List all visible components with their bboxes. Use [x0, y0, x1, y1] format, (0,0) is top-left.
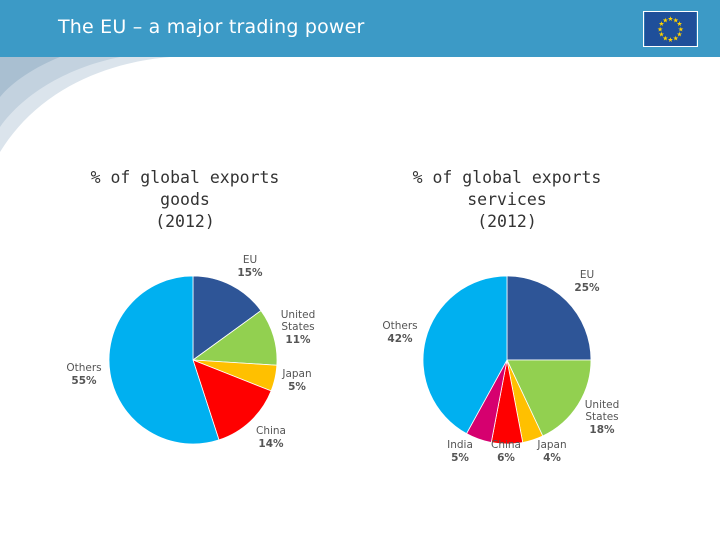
chart-title-line: (2012): [477, 212, 537, 231]
slice-value-label: 18%: [589, 424, 615, 436]
slice-value-label: 42%: [387, 333, 413, 345]
slice-value-label: 5%: [451, 452, 469, 464]
slice-value-label: 11%: [285, 334, 311, 346]
slice-value-label: 4%: [543, 452, 561, 464]
slice-label: States: [585, 411, 618, 423]
pie-slice-eu: [192, 275, 262, 361]
flag-star: ★: [673, 16, 679, 24]
chart-title-line: % of global exports: [90, 168, 280, 187]
pie-slice-others: [108, 275, 220, 445]
chart-title-line: goods: [160, 190, 210, 209]
slice-label: EU: [580, 269, 594, 281]
flag-star: ★: [659, 31, 665, 39]
chart-title-services: % of global exports services (2012): [387, 167, 627, 233]
flag-star: ★: [659, 20, 665, 28]
chart-title-line: % of global exports: [412, 168, 602, 187]
slice-value-label: 55%: [71, 375, 97, 387]
flag-star: ★: [662, 34, 668, 42]
pie-slice-others: [422, 275, 508, 435]
flag-star: ★: [677, 31, 683, 39]
chart-title-line: services: [467, 190, 547, 209]
slice-value-label: 25%: [574, 282, 600, 294]
flag-star: ★: [668, 36, 674, 44]
chart-title-line: (2012): [155, 212, 215, 231]
slice-label: Japan: [281, 368, 311, 380]
flag-star: ★: [657, 25, 663, 33]
flag-star: ★: [668, 15, 674, 23]
slice-value-label: 5%: [288, 381, 306, 393]
flag-star: ★: [678, 25, 684, 33]
flag-star: ★: [662, 16, 668, 24]
flag-star: ★: [673, 34, 679, 42]
slice-label: China: [491, 439, 521, 451]
eu-flag-icon: ★ ★★★★★★★★★★★: [643, 11, 698, 47]
pie-slice-eu: [506, 275, 592, 361]
slice-label: Others: [66, 362, 101, 374]
slice-label: India: [447, 439, 473, 451]
slice-value-label: 15%: [237, 267, 263, 279]
slice-label: Others: [382, 320, 417, 332]
pie-slice-united-states: [506, 359, 592, 437]
slice-label: United: [585, 399, 620, 411]
slice-value-label: 6%: [497, 452, 515, 464]
slice-label: States: [281, 321, 314, 333]
chart-title-goods: % of global exports goods (2012): [65, 167, 305, 233]
slice-label: United: [281, 309, 316, 321]
slice-label: China: [256, 425, 286, 437]
slice-label: Japan: [536, 439, 566, 451]
header-bar: The EU – a major trading power ★ ★ ★ ★ ★ ★ ★ ★ ★…: [0, 0, 720, 57]
decorative-swoosh: [0, 57, 170, 152]
page-title: The EU – a major trading power: [58, 16, 365, 38]
slice-value-label: 14%: [258, 438, 284, 450]
flag-star: ★: [677, 20, 683, 28]
slice-label: EU: [243, 254, 257, 266]
